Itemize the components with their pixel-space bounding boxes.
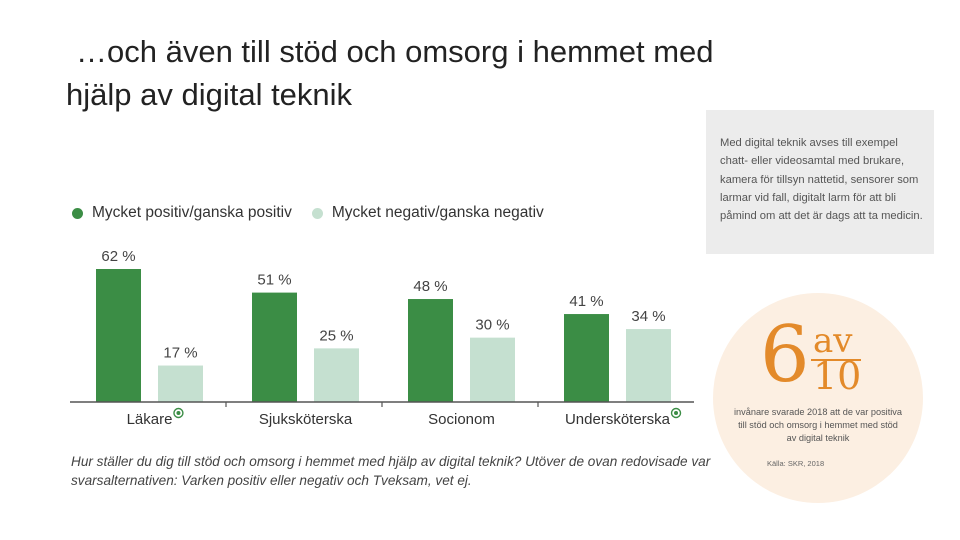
x-tick-label-undersk-terska: Undersköterska [565, 411, 671, 428]
bar-socionom-positive [408, 299, 453, 402]
legend-swatch-positive [72, 207, 83, 219]
slide-title: …och även till stöd och omsorg i hemmet … [66, 30, 866, 116]
stat-big-number: 6 [760, 310, 810, 400]
data-label-socionom-negative: 30 % [475, 317, 509, 334]
data-label-undersk-terska-negative: 34 % [631, 308, 665, 325]
legend-item-negative: Mycket negativ/ganska negativ [311, 204, 544, 222]
stat-source: Källa: SKR, 2018 [767, 459, 825, 468]
chart-legend: Mycket positiv/ganska positiv Mycket neg… [72, 204, 564, 222]
legend-swatch-negative [311, 207, 323, 219]
bar-socionom-negative [470, 337, 515, 402]
bar-undersk-terska-negative [626, 329, 671, 402]
stat-text: invånare svarade 2018 att de var positiv… [733, 407, 903, 443]
data-label-l-kare-positive: 62 % [101, 248, 135, 265]
legend-label-negative: Mycket negativ/ganska negativ [331, 204, 544, 221]
info-box-text: Med digital teknik avses till exempel ch… [720, 137, 923, 223]
marker-icon-undersk-terska [670, 407, 682, 419]
x-tick-label-socionom: Socionom [428, 411, 495, 428]
marker-dot-l-kare [176, 411, 181, 415]
data-label-sjuksk-terska-positive: 51 % [257, 272, 291, 289]
stat-circle: 6 av 10 invånare svarade 2018 att de var… [713, 293, 923, 503]
data-label-l-kare-negative: 17 % [163, 345, 197, 362]
bar-l-kare-negative [158, 365, 203, 402]
stat-av: av [813, 321, 853, 361]
slide-title-line-2: hjälp av digital teknik [66, 77, 353, 112]
chart-caption: Hur ställer du dig till stöd och omsorg … [71, 454, 711, 488]
data-label-socionom-positive: 48 % [413, 278, 447, 295]
data-label-undersk-terska-positive: 41 % [569, 293, 603, 310]
marker-icon-l-kare [173, 407, 184, 419]
slide-title-line-1: …och även till stöd och omsorg i hemmet … [76, 34, 714, 69]
legend-item-positive: Mycket positiv/ganska positiv [72, 204, 292, 222]
stat-fraction-rule [811, 359, 861, 361]
marker-dot-undersk-terska [674, 411, 679, 415]
info-box: Med digital teknik avses till exempel ch… [706, 110, 934, 254]
legend-label-positive: Mycket positiv/ganska positiv [92, 204, 292, 221]
bar-undersk-terska-positive [564, 314, 609, 402]
bar-sjuksk-terska-positive [252, 292, 297, 402]
x-tick-label-l-kare: Läkare [127, 411, 173, 428]
data-label-sjuksk-terska-negative: 25 % [319, 327, 353, 344]
bar-l-kare-positive [96, 269, 141, 402]
x-tick-label-sjuksk-terska: Sjuksköterska [259, 411, 353, 428]
bar-sjuksk-terska-negative [314, 348, 359, 402]
stat-denominator: 10 [813, 354, 862, 398]
